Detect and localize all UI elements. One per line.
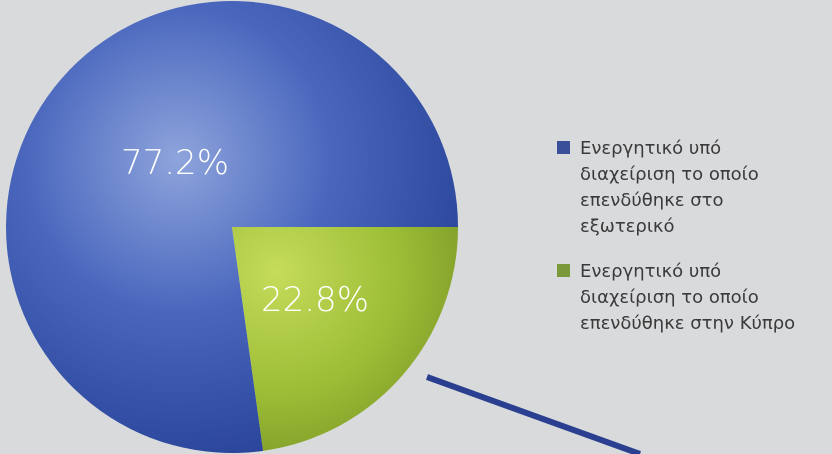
legend-label-line: διαχείριση το οποίο (580, 164, 759, 185)
legend-item: Ενεργητικό υπό διαχείριση το οποίο επενδύθ… (557, 138, 759, 237)
connector-line (425, 374, 642, 454)
legend-label-line: Ενεργητικό υπό (580, 138, 721, 159)
legend-label-line: Ενεργητικό υπό (580, 261, 721, 282)
value-label-cyprus: 22.8% (261, 280, 369, 320)
legend-swatch (557, 264, 570, 277)
pie-slice-abroad (5, 0, 458, 454)
legend-label-line: επενδύθηκε στο (580, 190, 724, 211)
legend-label-line: διαχείριση το οποίο (580, 287, 759, 308)
pie-value-labels: 77.2% 22.8% (121, 143, 369, 320)
value-label-abroad: 77.2% (121, 143, 229, 183)
pie-slices (5, 0, 458, 454)
legend-label-line: εξωτερικό (580, 216, 675, 237)
legend-item: Ενεργητικό υπό διαχείριση το οποίο επενδύθ… (557, 261, 795, 334)
legend-label-line: επενδύθηκε στην Κύπρο (580, 313, 795, 334)
pie-slice-cyprus (232, 227, 458, 451)
legend: Ενεργητικό υπό διαχείριση το οποίο επενδύθ… (557, 138, 795, 334)
legend-swatch (557, 141, 570, 154)
